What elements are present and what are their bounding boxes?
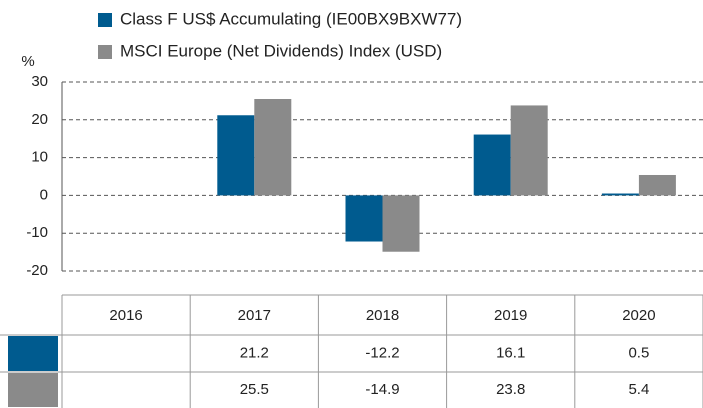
table-value: 16.1 (496, 344, 525, 361)
table-value: -12.2 (365, 344, 399, 361)
y-tick-label: 30 (31, 73, 48, 90)
y-tick-label: 20 (31, 111, 48, 128)
x-tick-label: 2020 (622, 307, 655, 324)
bar (345, 195, 383, 242)
bar (217, 115, 255, 196)
table-swatch (8, 336, 58, 371)
x-tick-label: 2019 (494, 307, 527, 324)
legend-label: MSCI Europe (Net Dividends) Index (USD) (120, 41, 442, 60)
y-tick-label: 0 (40, 186, 48, 203)
x-tick-label: 2017 (238, 307, 271, 324)
bar (254, 99, 292, 196)
table-value: 5.4 (628, 381, 649, 398)
bar (638, 174, 676, 196)
table-value: 21.2 (240, 344, 269, 361)
table-value: 0.5 (628, 344, 649, 361)
table-value: 23.8 (496, 381, 525, 398)
table-swatch (8, 373, 58, 407)
legend-label: Class F US$ Accumulating (IE00BX9BXW77) (120, 9, 462, 28)
bar (473, 134, 511, 196)
y-tick-label: 10 (31, 149, 48, 166)
bar (510, 105, 548, 196)
x-tick-label: 2016 (109, 307, 142, 324)
table-value: 25.5 (240, 381, 269, 398)
legend-swatch (98, 13, 112, 27)
x-tick-label: 2018 (366, 307, 399, 324)
bar (601, 193, 639, 196)
y-unit: % (21, 53, 34, 70)
bar (382, 195, 420, 252)
table-value: -14.9 (365, 381, 399, 398)
legend-swatch (98, 45, 112, 59)
legend: Class F US$ Accumulating (IE00BX9BXW77) M… (98, 9, 462, 60)
y-tick-label: -10 (26, 224, 48, 241)
y-tick-label: -20 (26, 262, 48, 279)
